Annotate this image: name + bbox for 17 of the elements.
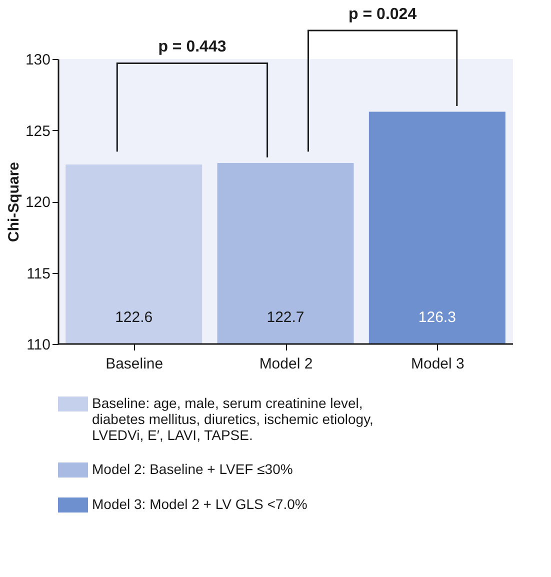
text: p = 0.024 bbox=[348, 6, 417, 23]
y-tick-label: 125 bbox=[25, 122, 50, 140]
y-axis-title: Chi-Square bbox=[5, 162, 22, 242]
data-label: 122.6 bbox=[115, 309, 153, 326]
data-label: 126.3 bbox=[418, 309, 456, 326]
text: p = 0.443 bbox=[158, 38, 226, 56]
x-tick-label: Model 3 bbox=[410, 356, 464, 372]
y-tick-label: 120 bbox=[25, 194, 50, 211]
legend-label: Baseline: age, male, serum creatinine level, diabetes mellitus, diuretics, ischemic etiology, LVEDVi, E′, LAVI, TAPSE. bbox=[92, 395, 374, 443]
legend-label: Model 2: Baseline + LVEF ≤30% bbox=[92, 461, 293, 477]
y-tick-label: 130 bbox=[25, 52, 50, 68]
x-tick-label: Model 2 bbox=[259, 356, 313, 372]
y-tick-label: 110 bbox=[26, 336, 50, 354]
x-tick-label: Baseline bbox=[106, 356, 164, 372]
data-label: 122.7 bbox=[266, 309, 304, 326]
y-tick-label: 115 bbox=[26, 265, 50, 282]
legend-label: Model 3: Model 2 + LV GLS <7.0% bbox=[92, 496, 308, 512]
